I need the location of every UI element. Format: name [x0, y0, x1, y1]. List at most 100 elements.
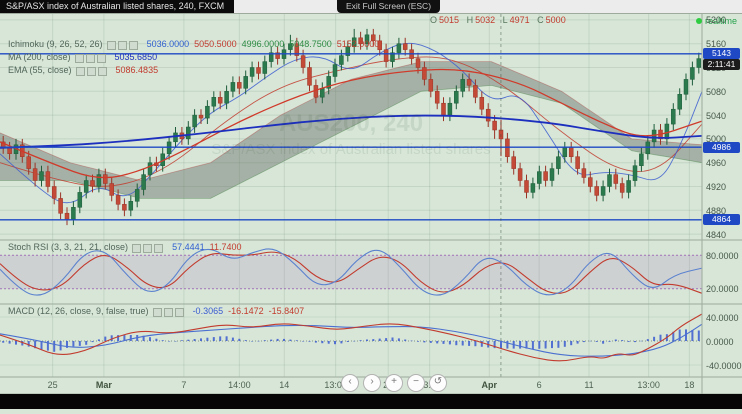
legend-value: 5048.7500	[289, 39, 332, 49]
legend-ma-label: MA (200, close)	[8, 52, 71, 62]
legend-values: 57.4441 11.7400	[167, 242, 241, 252]
price-tick-label: 4920	[706, 182, 727, 192]
legend-ichimoku-controls	[106, 40, 139, 50]
price-level-badge[interactable]: 4986	[703, 141, 740, 153]
legend-close-icon[interactable]	[96, 53, 106, 63]
legend-ichimoku-label: Ichimoku (9, 26, 52, 26)	[8, 39, 103, 49]
legend-macd-label: MACD (12, 26, close, 9, false, true)	[8, 306, 149, 316]
legend-stoch-controls	[131, 243, 164, 253]
scroll-left-button[interactable]: ‹	[341, 374, 359, 392]
time-tick-label: 13:00	[324, 380, 347, 390]
legend-eye-icon[interactable]	[152, 307, 162, 317]
legend-gear-icon[interactable]	[86, 66, 96, 76]
time-tick-label: Mar	[95, 380, 112, 390]
legend-ema-controls	[75, 66, 108, 76]
legend-values: 5086.4835	[111, 65, 159, 75]
macd-axis-label: 40.0000	[706, 312, 739, 323]
price-level-badge[interactable]: 5143	[703, 48, 740, 60]
price-tick-label: 5160	[706, 39, 727, 50]
macd-main-line	[0, 313, 703, 362]
time-tick-label: 25	[47, 380, 58, 390]
legend-gear-icon[interactable]	[85, 53, 95, 63]
low-value: 4971	[509, 15, 530, 25]
legend-value: 5050.5000	[194, 39, 237, 49]
legend-eye-icon[interactable]	[75, 66, 85, 76]
high-value: 5032	[475, 15, 496, 25]
legend-value: 5086.4835	[115, 65, 159, 75]
legend-value: 11.7400	[209, 242, 242, 252]
legend-values: 5035.6850	[110, 52, 158, 62]
legend-close-icon[interactable]	[174, 307, 184, 317]
legend-stoch-label: Stoch RSI (3, 3, 21, 21, close)	[8, 242, 129, 252]
ichimoku-cloud	[0, 61, 703, 199]
price-tick-label: 5000	[706, 134, 727, 145]
price-tick-label: 5080	[706, 86, 727, 97]
legend-gear-icon[interactable]	[163, 307, 173, 317]
legend-ema: EMA (55, close) 5086.4835	[8, 65, 158, 76]
legend-value: 5152.0000	[336, 39, 380, 49]
low-label: L	[502, 15, 508, 25]
ohlc-readout: O 5015 H 5032 L 4971 C 5000	[430, 15, 571, 25]
chart-nav-controls: ‹ › + − ↺	[341, 374, 447, 392]
legend-eye-icon[interactable]	[74, 53, 84, 63]
zoom-out-button[interactable]: −	[407, 374, 425, 392]
legend-macd: MACD (12, 26, close, 9, false, true) -0.3…	[8, 306, 304, 317]
legend-value: 5036.0000	[146, 39, 190, 49]
countdown-badge: 2:11:41	[703, 59, 740, 71]
legend-value: 5035.6850	[114, 52, 158, 62]
zoom-in-button[interactable]: +	[385, 374, 403, 392]
horizontal-price-lines[interactable]	[0, 53, 702, 221]
legend-close-icon[interactable]	[97, 66, 107, 76]
ichimoku-kijun-line	[0, 56, 703, 187]
high-label: H	[466, 15, 474, 25]
time-tick-label: 11	[584, 380, 594, 390]
time-tick-label: 7	[181, 380, 187, 390]
legend-gear-icon[interactable]	[143, 243, 153, 253]
price-tick-label: 5040	[706, 110, 727, 121]
legend-gear-icon[interactable]	[117, 40, 127, 50]
legend-ema-label: EMA (55, close)	[8, 65, 72, 75]
time-tick-label: 14	[279, 380, 290, 390]
price-tick-label: 4880	[706, 205, 727, 216]
realtime-label: realtime	[704, 16, 737, 26]
ichimoku-tenkan-line	[0, 42, 703, 204]
open-value: 5015	[439, 15, 460, 25]
macd-axis-label: 0.0000	[706, 336, 734, 347]
stoch-axis-label: 20.0000	[706, 284, 739, 295]
legend-values: 5036.0000 5050.5000 4996.0000 5048.7500 5152…	[142, 39, 380, 49]
stoch-k-line	[0, 248, 703, 296]
legend-close-icon[interactable]	[154, 243, 164, 253]
legend-values: -0.3065 -16.1472 -15.8407	[188, 306, 305, 316]
macd-axis-label: -40.0000	[706, 360, 742, 371]
legend-ma-controls	[74, 53, 107, 63]
time-tick-label: 18	[684, 380, 695, 390]
exit-fullscreen-button[interactable]: Exit Full Screen (ESC)	[337, 0, 441, 13]
chart-title: S&P/ASX index of Australian listed share…	[0, 0, 235, 13]
legend-stoch-rsi: Stoch RSI (3, 3, 21, 21, close) 57.4441 11…	[8, 242, 241, 253]
realtime-status: realtime	[695, 16, 737, 26]
time-tick-label: Apr	[481, 380, 498, 390]
legend-ma: MA (200, close) 5035.6850	[8, 52, 157, 63]
legend-value: 4996.0000	[241, 39, 285, 49]
reset-view-button[interactable]: ↺	[429, 374, 447, 392]
legend-close-icon[interactable]	[128, 40, 138, 50]
ema55-line	[0, 68, 703, 179]
price-tick-label: 5200	[706, 15, 727, 26]
time-tick-label: 13:00	[637, 380, 660, 390]
legend-ichimoku: Ichimoku (9, 26, 52, 26) 5036.0000 5050.50…	[8, 39, 379, 50]
legend-value: -0.3065	[192, 306, 224, 316]
price-level-badge[interactable]: 4864	[703, 214, 740, 226]
scroll-right-button[interactable]: ›	[363, 374, 381, 392]
time-tick-label: 14:00	[228, 380, 251, 390]
stoch-d-line	[0, 251, 703, 294]
stoch-rsi-pane	[0, 248, 703, 296]
legend-eye-icon[interactable]	[106, 40, 116, 50]
price-tick-label: 4840	[706, 229, 727, 240]
macd-pane	[0, 313, 703, 366]
legend-eye-icon[interactable]	[132, 243, 142, 253]
close-value: 5000	[545, 15, 566, 25]
macd-signal-line	[0, 323, 703, 357]
time-tick-label: 6	[536, 380, 542, 390]
realtime-dot-icon	[695, 18, 702, 24]
